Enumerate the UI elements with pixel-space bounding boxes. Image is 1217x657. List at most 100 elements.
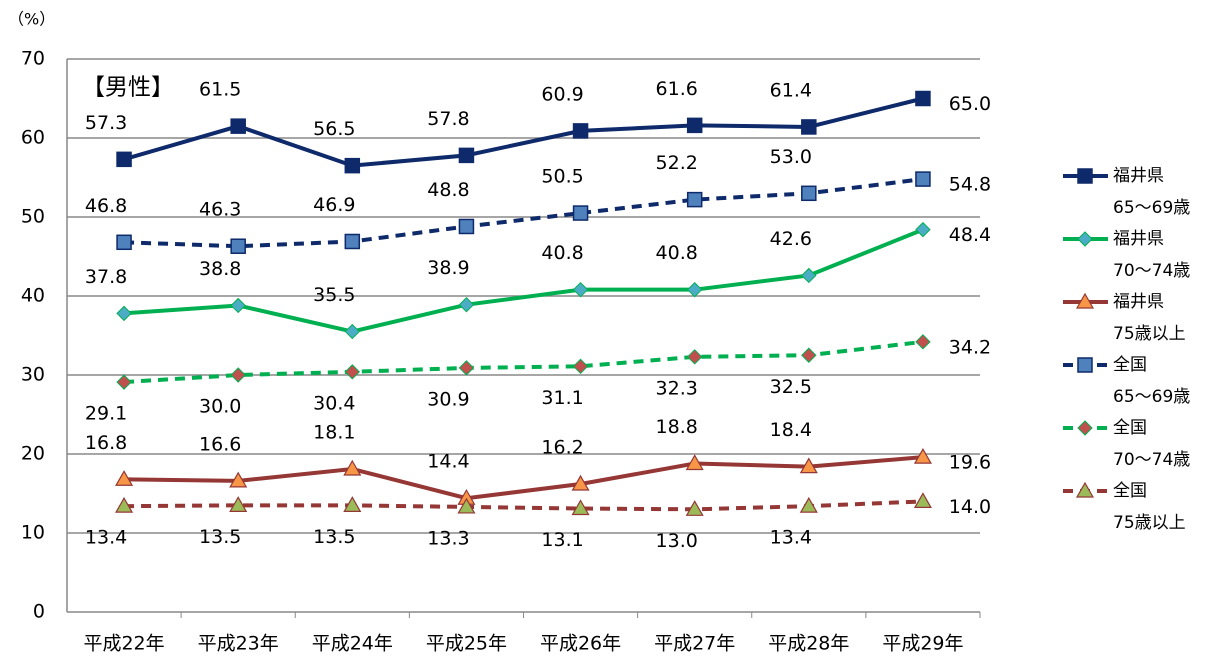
legend-marker xyxy=(1077,231,1093,247)
x-tick-label: 平成22年 xyxy=(83,633,164,655)
x-tick-label: 平成24年 xyxy=(312,633,393,655)
legend-marker xyxy=(1075,292,1095,309)
y-axis-label: （%） xyxy=(8,10,55,29)
annotation: 【男性】 xyxy=(82,75,174,101)
data-point xyxy=(686,117,703,134)
data-label: 46.8 xyxy=(85,195,127,217)
data-point xyxy=(458,218,475,235)
data-point xyxy=(230,297,246,314)
data-point xyxy=(344,157,361,174)
data-label: 60.9 xyxy=(541,83,583,105)
data-point xyxy=(458,147,475,164)
data-point xyxy=(229,496,248,512)
y-tick-label: 20 xyxy=(21,443,45,465)
data-label: 61.6 xyxy=(656,78,698,100)
data-label: 31.1 xyxy=(541,387,583,409)
data-label: 14.0 xyxy=(949,496,991,518)
data-label: 13.4 xyxy=(770,527,812,549)
data-label: 57.3 xyxy=(85,112,127,134)
data-label: 18.8 xyxy=(656,416,698,438)
data-point xyxy=(915,90,931,107)
data-label: 35.5 xyxy=(313,284,355,306)
data-label: 13.0 xyxy=(656,530,698,552)
data-label: 54.8 xyxy=(949,174,991,196)
data-point xyxy=(572,123,589,139)
series-line xyxy=(124,499,924,512)
data-label: 30.0 xyxy=(199,396,241,418)
data-label: 19.6 xyxy=(949,452,991,474)
series-line xyxy=(124,455,924,501)
legend-label: 全国 70〜74歳 xyxy=(1113,418,1191,470)
data-label: 29.1 xyxy=(85,403,127,425)
data-label: 42.6 xyxy=(770,228,812,250)
x-tick-label: 平成26年 xyxy=(540,633,621,655)
data-point xyxy=(344,233,361,250)
data-point xyxy=(571,474,590,491)
x-tick-label: 平成25年 xyxy=(426,633,507,655)
data-label: 38.9 xyxy=(427,257,469,279)
legend-label: 全国 65〜69歳 xyxy=(1113,355,1191,407)
data-point xyxy=(230,238,246,254)
data-point xyxy=(344,364,361,380)
data-point xyxy=(116,234,132,251)
y-tick-label: 70 xyxy=(21,48,45,70)
data-label: 13.3 xyxy=(427,527,469,549)
legend-label: 福井県 75歳以上 xyxy=(1113,292,1186,344)
y-tick-label: 40 xyxy=(21,285,45,307)
data-label: 46.3 xyxy=(199,199,241,221)
series-line xyxy=(123,177,924,249)
data-point xyxy=(115,496,134,513)
data-label: 16.6 xyxy=(199,433,241,455)
data-point xyxy=(230,118,246,134)
data-label: 48.4 xyxy=(949,224,991,246)
data-point xyxy=(913,447,932,464)
data-point xyxy=(344,323,361,340)
data-label: 16.8 xyxy=(85,432,127,454)
data-label: 13.1 xyxy=(541,529,583,551)
legend-label: 福井県 70〜74歳 xyxy=(1113,229,1191,281)
data-label: 40.8 xyxy=(541,242,583,264)
data-label: 56.5 xyxy=(313,118,355,140)
y-tick-label: 0 xyxy=(33,601,45,623)
data-point xyxy=(801,185,817,202)
data-label: 40.8 xyxy=(656,242,698,264)
data-point xyxy=(913,492,932,508)
data-label: 18.4 xyxy=(770,419,812,441)
data-point xyxy=(801,267,817,284)
data-point xyxy=(915,221,931,238)
data-point xyxy=(572,358,589,375)
legend-marker xyxy=(1077,420,1093,436)
legend-marker xyxy=(1077,357,1093,373)
data-point xyxy=(572,205,589,221)
series-line xyxy=(123,339,924,385)
data-label: 32.3 xyxy=(656,377,698,399)
data-label: 53.0 xyxy=(770,146,812,168)
data-label: 14.4 xyxy=(427,451,469,473)
data-label: 34.2 xyxy=(949,336,991,358)
data-label: 48.8 xyxy=(427,179,469,201)
data-point xyxy=(457,497,476,514)
data-point xyxy=(571,499,590,516)
data-point xyxy=(343,496,362,512)
y-tick-label: 30 xyxy=(21,364,45,386)
data-point xyxy=(458,296,475,313)
data-point xyxy=(116,151,132,168)
data-point xyxy=(115,470,134,486)
data-point xyxy=(915,334,931,350)
x-tick-label: 平成27年 xyxy=(654,633,735,655)
data-label: 57.8 xyxy=(427,108,469,130)
data-label: 30.9 xyxy=(427,388,469,410)
data-label: 38.8 xyxy=(199,258,241,280)
data-label: 16.2 xyxy=(541,437,583,459)
x-tick-label: 平成28年 xyxy=(768,633,849,655)
data-label: 30.4 xyxy=(313,392,355,414)
legend-marker xyxy=(1077,168,1093,184)
series-line xyxy=(123,96,924,168)
data-point xyxy=(685,500,704,516)
y-tick-label: 60 xyxy=(21,127,45,149)
data-label: 18.1 xyxy=(313,422,355,444)
data-point xyxy=(801,347,817,363)
data-point xyxy=(915,171,931,187)
